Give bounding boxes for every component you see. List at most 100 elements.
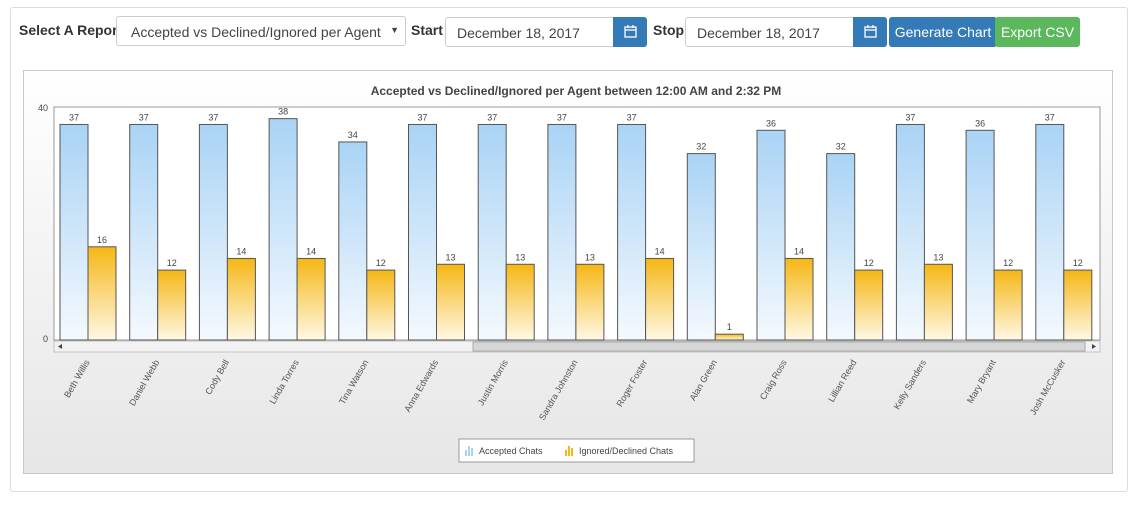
x-tick-label: Cody Bell: [203, 358, 231, 396]
x-tick-label: Daniel Webb: [127, 358, 161, 407]
data-label-accepted: 37: [139, 112, 149, 122]
stop-date-input[interactable]: December 18, 2017: [685, 17, 855, 47]
bar-accepted: [198, 123, 228, 341]
chart-legend: Accepted Chats Ignored/Declined Chats: [458, 438, 695, 463]
start-date-value: December 18, 2017: [457, 25, 580, 41]
bar-ignored: [296, 257, 326, 341]
report-select-value: Accepted vs Declined/Ignored per Agent: [131, 24, 381, 40]
data-label-ignored: 12: [1073, 258, 1083, 268]
bar-ignored: [784, 257, 814, 341]
scrollbar-thumb[interactable]: [472, 341, 1086, 352]
data-label-ignored: 13: [445, 252, 455, 262]
scroll-left-icon[interactable]: [58, 344, 62, 349]
start-label: Start: [411, 22, 443, 38]
data-label-accepted: 37: [208, 112, 218, 122]
x-tick-label: Anna Edwards: [402, 358, 440, 414]
bar-accepted: [268, 118, 298, 341]
bar-accepted: [826, 153, 856, 341]
bar-ignored: [226, 257, 256, 341]
select-report-label: Select A Report: [19, 22, 123, 38]
y-tick-label: 40: [38, 103, 48, 113]
bar-accepted: [338, 141, 368, 341]
legend-ignored-label: Ignored/Declined Chats: [579, 446, 674, 456]
calendar-icon: [864, 25, 877, 38]
data-label-accepted: 32: [696, 142, 706, 152]
data-label-accepted: 32: [836, 142, 846, 152]
bar-accepted: [1035, 123, 1065, 341]
x-tick-label: Mary Bryant: [965, 358, 998, 405]
data-label-accepted: 36: [975, 118, 985, 128]
data-label-ignored: 13: [515, 252, 525, 262]
x-tick-label: Josh McCusker: [1028, 358, 1068, 417]
x-tick-label: Sandra Johnston: [537, 358, 580, 422]
chart-title: Accepted vs Declined/Ignored per Agent b…: [371, 84, 782, 98]
x-tick-label: Roger Foster: [614, 358, 649, 408]
legend-accepted-label: Accepted Chats: [479, 446, 543, 456]
start-calendar-button[interactable]: [613, 17, 647, 47]
x-tick-label: Tina Watson: [337, 358, 371, 406]
x-tick-label: Beth Willis: [62, 358, 92, 400]
bar-ignored: [993, 269, 1023, 341]
legend-ignored-icon: [565, 446, 573, 456]
data-label-ignored: 13: [933, 252, 943, 262]
bar-ignored: [1063, 269, 1093, 341]
data-label-ignored: 14: [655, 246, 665, 256]
export-csv-button[interactable]: Export CSV: [995, 17, 1080, 47]
data-label-accepted: 34: [348, 130, 358, 140]
x-axis-labels: Beth Willis Daniel Webb Cody Bell Linda Tor…: [62, 358, 1067, 422]
scroll-right-icon[interactable]: [1092, 344, 1096, 349]
calendar-icon: [624, 25, 637, 38]
bar-accepted: [617, 123, 647, 341]
bar-accepted: [686, 153, 716, 341]
bar-accepted: [756, 129, 786, 341]
data-label-accepted: 37: [487, 112, 497, 122]
bar-ignored: [505, 263, 535, 341]
data-label-accepted: 37: [69, 112, 79, 122]
bar-ignored: [714, 333, 744, 341]
bar-ignored: [366, 269, 396, 341]
data-label-ignored: 12: [864, 258, 874, 268]
y-tick-label: 0: [43, 334, 48, 344]
data-label-ignored: 12: [167, 258, 177, 268]
x-tick-label: Lillian Reed: [826, 358, 858, 404]
x-tick-label: Craig Ross: [758, 358, 789, 402]
x-tick-label: Linda Torres: [267, 358, 301, 406]
stop-label: Stop: [653, 22, 685, 38]
bar-ignored: [436, 263, 465, 341]
bar-accepted: [895, 123, 925, 341]
bar-ignored: [854, 269, 884, 341]
bar-group: 3716371237143814341237133713371337143213…: [59, 107, 1093, 341]
bar-ignored: [157, 269, 187, 341]
data-label-ignored: 12: [376, 258, 386, 268]
bar-ignored: [87, 246, 117, 341]
report-select[interactable]: Accepted vs Declined/Ignored per Agent ▼: [116, 16, 406, 46]
bar-ignored: [923, 263, 953, 341]
x-tick-label: Alan Green: [688, 358, 719, 402]
horizontal-scrollbar[interactable]: [53, 340, 1101, 353]
bar-ignored: [575, 263, 605, 341]
data-label-ignored: 14: [236, 246, 246, 256]
x-tick-label: Justin Morris: [476, 358, 510, 408]
chevron-down-icon: ▼: [390, 25, 399, 35]
data-label-ignored: 13: [585, 252, 595, 262]
data-label-accepted: 38: [278, 107, 288, 117]
data-label-accepted: 37: [1045, 112, 1055, 122]
data-label-ignored: 1: [727, 322, 732, 332]
data-label-ignored: 16: [97, 235, 107, 245]
bar-accepted: [59, 123, 89, 341]
bar-accepted: [965, 129, 995, 341]
bar-accepted: [129, 123, 159, 341]
data-label-accepted: 36: [766, 118, 776, 128]
data-label-accepted: 37: [905, 112, 915, 122]
data-label-ignored: 12: [1003, 258, 1013, 268]
bar-ignored: [645, 257, 675, 341]
data-label-accepted: 37: [557, 112, 567, 122]
data-label-ignored: 14: [306, 246, 316, 256]
data-label-accepted: 37: [417, 112, 427, 122]
stop-calendar-button[interactable]: [853, 17, 887, 47]
bar-accepted: [477, 123, 507, 341]
bar-accepted: [408, 123, 437, 341]
legend-accepted-icon: [465, 446, 473, 456]
generate-chart-button[interactable]: Generate Chart: [889, 17, 997, 47]
data-label-accepted: 37: [627, 112, 637, 122]
